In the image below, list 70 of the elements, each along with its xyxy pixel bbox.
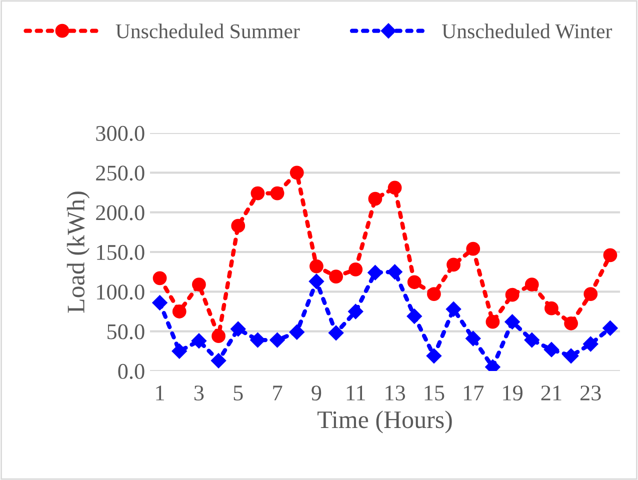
point <box>427 287 441 301</box>
point <box>368 265 383 280</box>
y-tick-label: 300.0 <box>96 126 144 142</box>
point <box>505 288 520 302</box>
x-axis-title: Time (Hours) <box>318 410 452 434</box>
point <box>348 262 363 276</box>
point <box>388 180 402 195</box>
x-tick-label: 17 <box>464 386 484 400</box>
y-tick-label: 150.0 <box>97 244 144 260</box>
point <box>466 242 480 256</box>
point <box>270 186 284 200</box>
point <box>524 332 540 348</box>
point <box>426 348 442 364</box>
point <box>348 304 364 320</box>
x-tick-label: 9 <box>312 386 322 401</box>
point <box>231 218 246 233</box>
x-tick-label: 3 <box>194 386 204 401</box>
y-tick-label: 200.0 <box>96 205 144 220</box>
x-tick-label: 1 <box>156 386 164 400</box>
point <box>192 278 206 292</box>
x-tick-label: 19 <box>503 386 522 401</box>
point <box>446 302 462 317</box>
point <box>406 308 422 324</box>
point <box>250 332 266 348</box>
point <box>212 329 226 344</box>
point <box>603 248 618 262</box>
point <box>466 330 481 346</box>
point <box>563 348 579 364</box>
point <box>191 333 207 348</box>
point <box>250 186 265 200</box>
point <box>310 259 324 274</box>
x-tick-label: 23 <box>580 386 601 401</box>
point <box>387 264 402 280</box>
x-tick-label: 21 <box>541 386 562 400</box>
point <box>486 314 500 329</box>
point <box>544 342 560 358</box>
point <box>368 192 382 206</box>
x-tick-label: 11 <box>346 386 365 400</box>
x-tick-label: 13 <box>386 386 406 401</box>
point <box>544 301 558 316</box>
point <box>564 316 578 330</box>
point <box>230 321 246 337</box>
x-tick-label: 5 <box>234 386 243 401</box>
y-tick-label: 250.0 <box>96 166 144 181</box>
point <box>270 332 285 348</box>
point <box>210 353 226 368</box>
point <box>152 295 168 310</box>
point <box>446 258 460 272</box>
x-tick-label: 15 <box>424 386 444 401</box>
point <box>584 287 598 301</box>
point <box>172 344 187 359</box>
point <box>329 270 343 284</box>
point <box>602 320 618 336</box>
point <box>328 325 344 340</box>
y-tick-label: 0.0 <box>118 364 144 380</box>
point <box>308 274 324 289</box>
y-tick-label: 50.0 <box>108 324 144 340</box>
point <box>152 271 167 286</box>
y-axis-title: Load (kWh) <box>66 192 90 313</box>
legend-label: Unscheduled Summer <box>116 24 300 38</box>
x-tick-label: 7 <box>273 386 282 400</box>
y-tick-label: 100.0 <box>97 284 144 300</box>
point <box>583 336 598 352</box>
point <box>289 324 304 340</box>
point <box>407 275 422 290</box>
point <box>504 314 520 330</box>
point <box>524 278 539 292</box>
point <box>172 304 186 318</box>
point <box>290 166 304 180</box>
legend-label: Unscheduled Winter <box>442 24 612 38</box>
